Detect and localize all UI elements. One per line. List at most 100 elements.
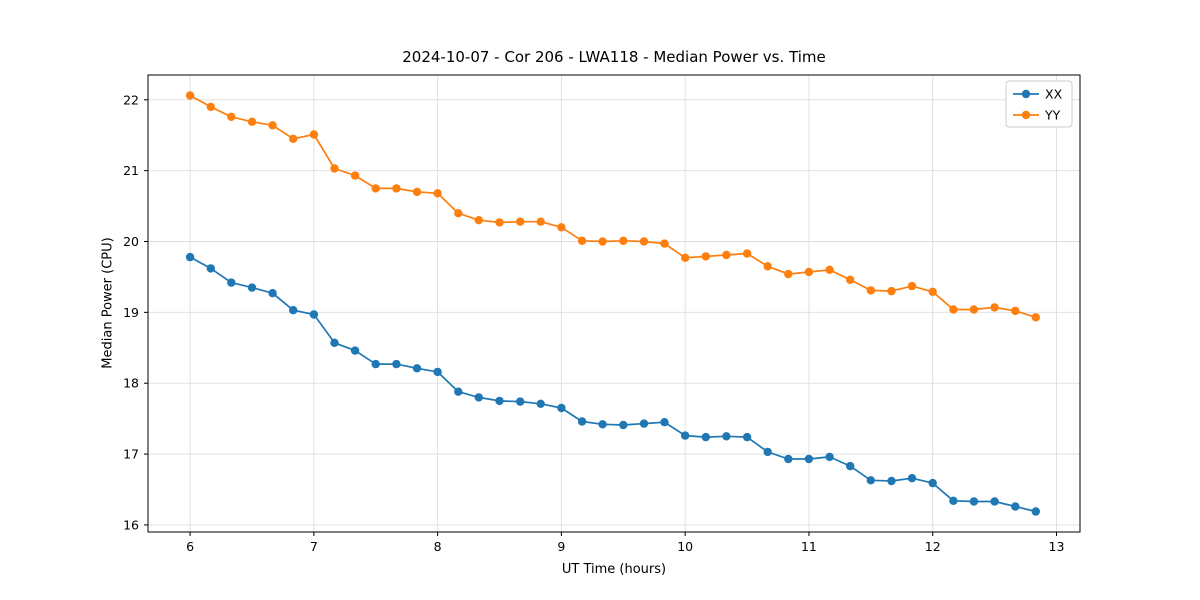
data-point-XX (846, 461, 855, 471)
data-point-XX (412, 364, 422, 373)
data-point-YY (433, 189, 442, 198)
data-point-XX (990, 497, 999, 506)
data-point-XX (185, 252, 195, 262)
data-point-XX (742, 432, 752, 442)
y-tick-label: 17 (123, 447, 139, 462)
data-point-YY (412, 187, 422, 197)
data-point-XX (309, 310, 319, 319)
data-point-XX (804, 454, 814, 464)
plot-border (147, 74, 1081, 533)
y-tick-label: 18 (123, 376, 139, 391)
data-point-XX (907, 474, 917, 483)
x-tick-label: 10 (677, 539, 693, 554)
data-point-XX (701, 432, 710, 442)
data-point-YY (536, 217, 545, 226)
data-point-XX (350, 346, 360, 355)
data-point-YY (598, 237, 607, 246)
data-point-YY (247, 117, 257, 127)
data-point-XX (454, 387, 463, 396)
data-point-XX (928, 478, 937, 488)
data-point-XX (619, 420, 628, 430)
data-point-YY (227, 112, 236, 122)
data-point-YY (742, 249, 752, 258)
data-point-XX (639, 419, 649, 428)
data-point-YY (887, 286, 896, 296)
y-tick-label: 22 (123, 92, 139, 107)
x-tick-label: 12 (925, 539, 941, 554)
x-tick-label: 8 (434, 539, 442, 554)
legend-marker-XX (1021, 89, 1031, 99)
data-point-XX (557, 403, 566, 413)
data-point-XX (866, 476, 875, 485)
data-point-YY (763, 262, 772, 271)
data-point-XX (660, 418, 669, 427)
data-point-XX (268, 289, 277, 298)
legend-label-XX: XX (1045, 87, 1063, 102)
data-point-XX (474, 393, 483, 402)
data-point-XX (784, 454, 793, 464)
data-point-XX (681, 431, 690, 440)
series-line-XX (189, 256, 1037, 513)
data-point-XX (763, 447, 772, 457)
data-point-YY (804, 267, 814, 277)
data-point-YY (949, 305, 958, 314)
data-point-XX (598, 420, 607, 429)
y-tick-label: 20 (123, 234, 139, 249)
data-point-YY (639, 237, 649, 246)
data-point-YY (330, 164, 339, 173)
data-point-XX (825, 452, 834, 462)
data-point-XX (392, 359, 401, 369)
y-axis-label: Median Power (CPU) (100, 237, 116, 369)
data-point-YY (289, 134, 298, 143)
data-point-YY (990, 303, 999, 312)
data-point-YY (454, 209, 463, 218)
data-point-XX (247, 283, 257, 292)
data-point-XX (536, 399, 545, 408)
x-tick-label: 7 (310, 539, 318, 554)
x-tick-label: 11 (801, 539, 817, 554)
data-point-YY (1031, 313, 1041, 322)
data-point-XX (227, 278, 236, 287)
data-point-YY (866, 286, 875, 295)
data-point-YY (577, 236, 587, 245)
data-point-XX (969, 497, 979, 506)
data-point-YY (557, 223, 566, 232)
data-point-YY (722, 250, 731, 260)
data-point-XX (1031, 507, 1041, 516)
data-point-YY (619, 236, 628, 245)
data-point-YY (392, 184, 401, 193)
chart-title: 2024-10-07 - Cor 206 - LWA118 - Median P… (402, 48, 826, 66)
data-point-YY (681, 253, 690, 262)
data-point-XX (495, 396, 504, 406)
data-point-YY (206, 102, 215, 112)
legend-label-YY: YY (1044, 108, 1061, 123)
data-point-YY (350, 171, 360, 180)
data-point-YY (660, 239, 669, 248)
data-point-XX (887, 476, 896, 486)
data-point-XX (577, 417, 587, 426)
data-point-YY (784, 269, 793, 279)
data-point-YY (185, 91, 195, 100)
x-tick-label: 6 (186, 539, 194, 554)
x-axis-label: UT Time (hours) (561, 562, 667, 577)
data-point-XX (722, 432, 731, 441)
data-point-YY (474, 216, 483, 225)
data-point-XX (289, 306, 298, 315)
data-point-YY (846, 275, 855, 284)
legend: XX YY (1005, 80, 1073, 128)
data-point-XX (371, 359, 380, 369)
y-tick-label: 21 (123, 163, 139, 178)
data-point-YY (268, 121, 277, 130)
data-point-YY (371, 184, 380, 193)
y-tick-label: 16 (123, 517, 139, 532)
data-point-XX (330, 338, 339, 347)
y-tick-label: 19 (123, 305, 139, 320)
x-tick-label: 13 (1049, 539, 1065, 554)
data-point-YY (969, 305, 979, 314)
data-point-XX (206, 264, 215, 273)
x-tick-label: 9 (557, 539, 565, 554)
data-point-YY (495, 218, 504, 227)
data-point-YY (907, 281, 917, 291)
